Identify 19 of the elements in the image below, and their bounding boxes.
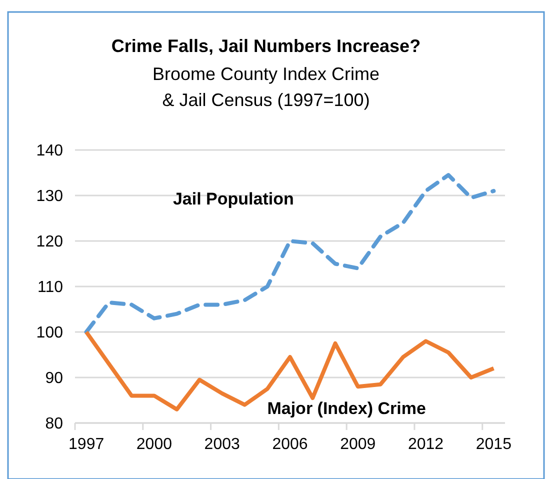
y-tick-label: 100 (36, 324, 64, 342)
y-tick-label: 120 (36, 234, 64, 251)
line-series (84, 173, 496, 334)
chart-title: Crime Falls, Jail Numbers Increase? (111, 36, 421, 56)
y-tick-label: 110 (37, 279, 64, 296)
x-tick-label: 2015 (476, 436, 512, 453)
y-tick-label: 130 (36, 188, 64, 206)
series-label: Jail Population (172, 190, 294, 209)
x-tick-label: 2000 (136, 436, 172, 453)
x-tick-label: 2012 (408, 436, 444, 453)
y-tick-label: 80 (45, 416, 64, 433)
x-tick-label: 2003 (204, 436, 240, 453)
y-tick-label: 90 (45, 370, 64, 388)
series-label: Major (Index) Crime (267, 398, 426, 418)
x-tick-label: 2006 (272, 436, 308, 453)
x-tick-label: 2009 (340, 436, 376, 453)
chart-subtitle: Broome County Index Crime & Jail Census (1997=100) (152, 64, 380, 110)
y-tick-label: 140 (36, 142, 64, 160)
x-tick-label: 1997 (68, 436, 104, 453)
